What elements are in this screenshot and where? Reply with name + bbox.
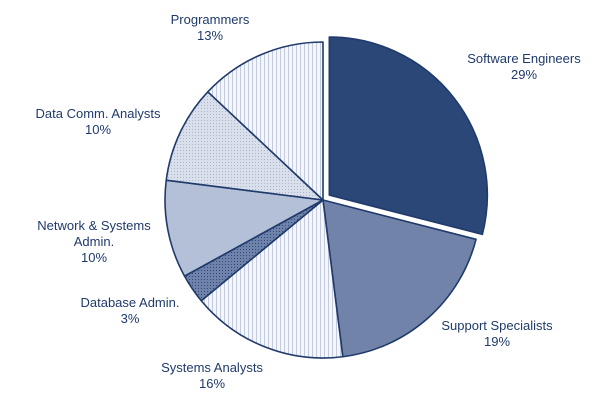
pie-slice-support-specialists xyxy=(322,199,477,358)
slice-label-software-engineers: Software Engineers xyxy=(467,51,581,66)
pie-slice-software-engineers xyxy=(328,36,489,236)
slice-label-network-systems-admin-line-2: Admin. xyxy=(74,234,114,249)
pie-slices xyxy=(164,36,489,359)
slice-label-database-admin: Database Admin. xyxy=(80,295,179,310)
slice-value-programmers: 13% xyxy=(197,28,223,43)
slice-value-software-engineers: 29% xyxy=(511,67,537,82)
pie-slice-systems-analysts xyxy=(200,199,344,359)
slice-label-support-specialists: Support Specialists xyxy=(441,318,553,333)
slice-value-support-specialists: 19% xyxy=(484,334,510,349)
slice-label-group-database-admin: Database Admin.3% xyxy=(80,295,179,326)
slice-label-programmers: Programmers xyxy=(171,12,250,27)
slice-label-network-systems-admin-line-1: Network & Systems xyxy=(37,218,151,233)
slice-value-systems-analysts: 16% xyxy=(199,376,225,391)
slice-label-data-comm-analysts: Data Comm. Analysts xyxy=(36,106,161,121)
slice-label-systems-analysts: Systems Analysts xyxy=(161,360,263,375)
pie-slice-programmers xyxy=(207,41,324,201)
pie-slice-data-comm-analysts xyxy=(165,91,324,201)
slice-value-database-admin: 3% xyxy=(121,311,140,326)
slice-value-data-comm-analysts: 10% xyxy=(85,122,111,137)
slice-value-network-systems-admin: 10% xyxy=(81,250,107,265)
pie-slice-network-systems-admin xyxy=(164,179,324,277)
